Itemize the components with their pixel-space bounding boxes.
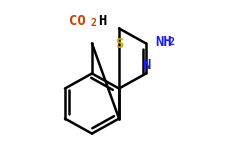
Text: N: N [142,58,150,72]
Text: CO: CO [69,14,86,28]
Text: S: S [115,37,123,51]
Text: 2: 2 [90,18,96,28]
Text: H: H [98,14,106,28]
Text: 2: 2 [169,37,174,47]
Text: NH: NH [155,35,172,49]
